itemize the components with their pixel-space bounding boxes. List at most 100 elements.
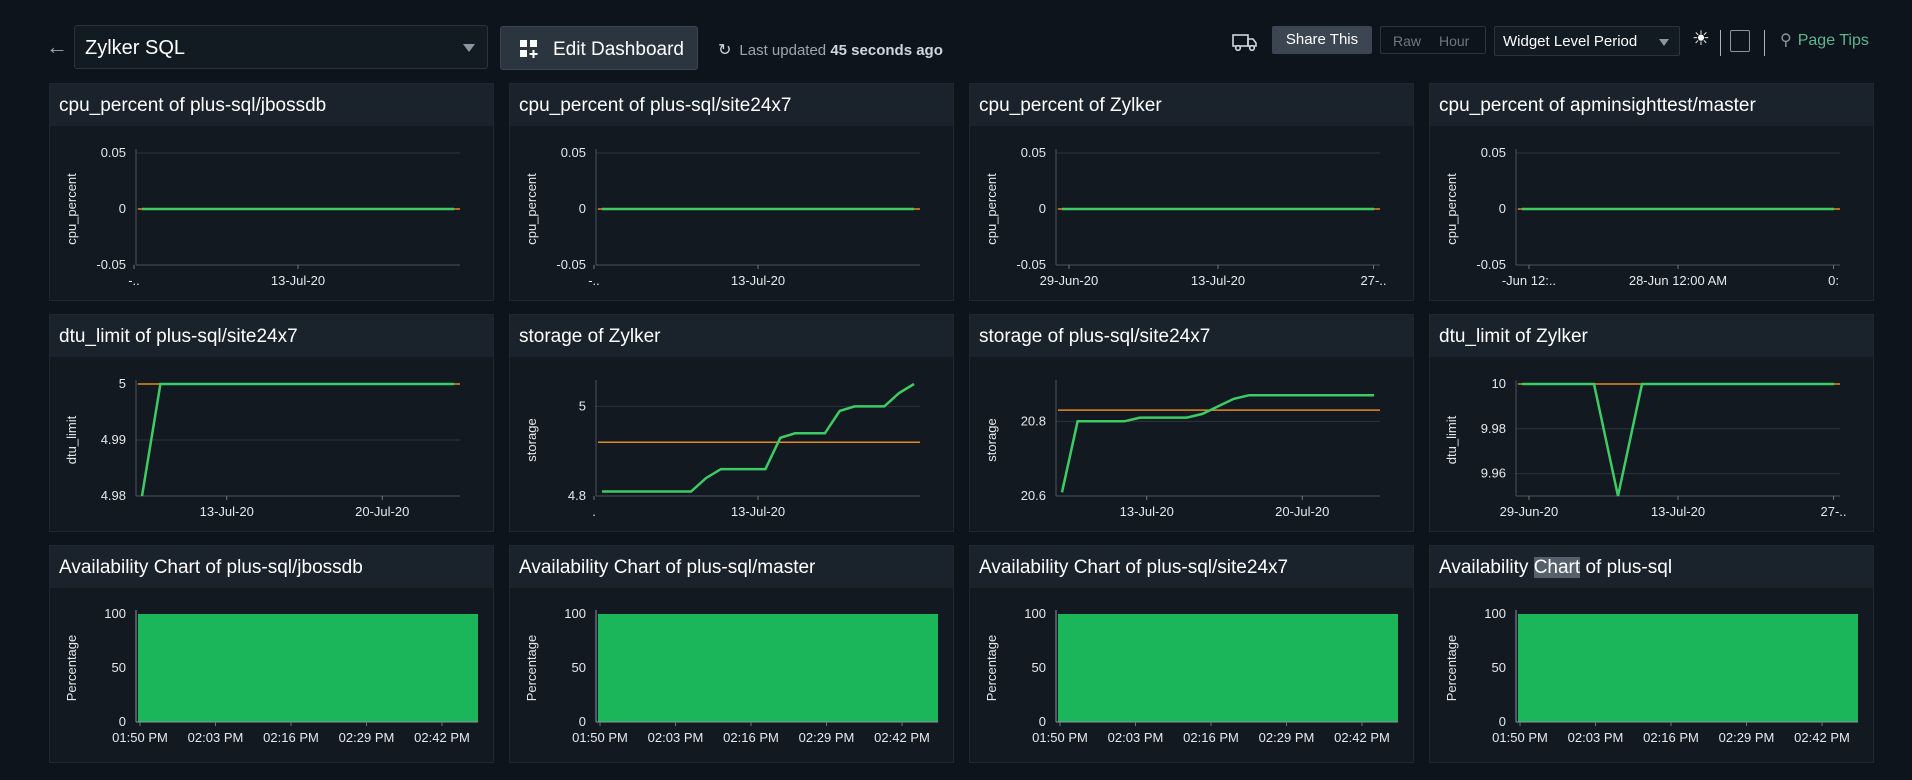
widget-card[interactable]: dtu_limit of Zylker dtu_limit 10 9.98 9.96 29… [1429,314,1874,532]
chevron-down-icon [1659,39,1669,46]
x-tick-label: 13-Jul-20 [271,273,325,288]
y-tick-label: 4.8 [568,488,586,503]
home-icon[interactable] [1730,30,1750,52]
x-tick-label: 0: [1828,273,1839,288]
x-tick-label: 02:29 PM [799,730,855,745]
top-bar: ← Zylker SQL Edit Dashboard ↻ Last update… [0,0,1912,80]
y-axis-label: storage [984,418,999,461]
widget-card[interactable]: storage of Zylker storage 5 4.8. 13-Jul-20 [509,314,954,532]
y-tick-label: 4.99 [101,432,126,447]
availability-area [598,614,938,722]
widget-card[interactable]: dtu_limit of plus-sql/site24x7 dtu_limit 5… [49,314,494,532]
x-tick-label: 02:42 PM [874,730,930,745]
x-tick-label: 02:16 PM [1643,730,1699,745]
y-tick-label: 0 [579,714,586,729]
y-tick-label: 0 [1039,201,1046,216]
y-tick-label: 0.05 [1481,145,1506,160]
widget-chart: Percentage 100 50 001:50 PM 02:03 PM 02:16 PM… [1444,606,1858,745]
widget-card[interactable]: cpu_percent of plus-sql/jbossdb cpu_perce… [49,83,494,301]
page-tips-link[interactable]: ⚲ Page Tips [1780,30,1869,50]
y-tick-label: 50 [572,660,586,675]
x-tick-label: 13-Jul-20 [1191,273,1245,288]
period-select[interactable]: Widget Level Period [1494,26,1680,56]
hour-option[interactable]: Hour [1439,33,1470,49]
widget-title: cpu_percent of apminsighttest/master [1430,84,1873,126]
widget-card[interactable]: Availability Chart of plus-sql/site24x7 P… [969,545,1414,763]
widget-title: Availability Chart of plus-sql [1430,546,1873,588]
refresh-icon[interactable]: ↻ [718,42,732,59]
widget-card[interactable]: Availability Chart of plus-sql/master Per… [509,545,954,763]
x-tick-label: 13-Jul-20 [200,504,254,519]
x-tick-label: 01:50 PM [572,730,628,745]
widget-chart: cpu_percent 0.05 0 -0.05-Jun 12:.. 28-Jun 12… [1444,145,1840,288]
x-tick-label: 13-Jul-20 [1651,504,1705,519]
chevron-down-icon [463,44,475,52]
raw-option[interactable]: Raw [1393,33,1422,49]
widget-chart: Percentage 100 50 001:50 PM 02:03 PM 02:16 PM… [524,606,938,745]
widget-card[interactable]: cpu_percent of plus-sql/site24x7 cpu_perc… [509,83,954,301]
sun-icon[interactable]: ☀ [1692,28,1710,50]
widget-chart: cpu_percent 0.05 0 -0.05-.. 13-Jul-20 [64,145,460,288]
y-tick-label: 100 [564,606,586,621]
y-tick-label: 0 [1499,201,1506,216]
widget-title: Availability Chart of plus-sql/master [510,546,953,588]
widget-chart: dtu_limit 5 4.99 4.98 13-Jul-20 20-Jul-20 [64,376,460,519]
x-tick-label: 01:50 PM [1492,730,1548,745]
y-tick-label: 0 [579,201,586,216]
y-tick-label: 9.98 [1481,421,1506,436]
y-tick-label: -0.05 [556,257,586,272]
x-tick-label: -.. [588,273,600,288]
y-tick-label: 0.05 [561,145,586,160]
y-tick-label: 5 [579,398,586,413]
edit-dashboard-button[interactable]: Edit Dashboard [500,26,698,70]
x-tick-label: 02:29 PM [339,730,395,745]
widget-card[interactable]: Availability Chart of plus-sql/jbossdb Pe… [49,545,494,763]
dashboard-add-icon [520,40,538,58]
x-tick-label: 13-Jul-20 [731,273,785,288]
widget-title: Availability Chart of plus-sql/jbossdb [50,546,493,588]
x-tick-label: 02:03 PM [1108,730,1164,745]
x-tick-label: 02:03 PM [1568,730,1624,745]
y-tick-label: 100 [1024,606,1046,621]
y-axis-label: cpu_percent [64,173,79,245]
x-tick-label: 13-Jul-20 [1120,504,1174,519]
y-axis-label: dtu_limit [64,415,79,464]
x-tick-label: 13-Jul-20 [731,504,785,519]
x-tick-label: 27-.. [1821,504,1847,519]
y-tick-label: 20.6 [1021,488,1046,503]
availability-area [1518,614,1858,722]
y-tick-label: -0.05 [96,257,126,272]
x-tick-label: -Jun 12:.. [1502,273,1556,288]
widget-title: cpu_percent of plus-sql/site24x7 [510,84,953,126]
widget-card[interactable]: cpu_percent of Zylker cpu_percent 0.05 0 -0.… [969,83,1414,301]
availability-area [1058,614,1398,722]
widget-chart: Percentage 100 50 001:50 PM 02:03 PM 02:16 PM… [64,606,478,745]
x-tick-label: 02:42 PM [1794,730,1850,745]
truck-icon[interactable] [1232,32,1258,52]
share-this-button[interactable]: Share This [1272,26,1372,54]
x-tick-label: 01:50 PM [112,730,168,745]
edit-dashboard-label: Edit Dashboard [553,39,684,60]
x-tick-label: 27-.. [1361,273,1387,288]
arrow-left-icon[interactable]: ← [46,34,68,59]
x-tick-label: 02:16 PM [263,730,319,745]
y-tick-label: 4.98 [101,488,126,503]
x-tick-label: 02:16 PM [723,730,779,745]
widget-card[interactable]: Availability Chart of plus-sql Percentage… [1429,545,1874,763]
y-tick-label: 50 [1032,660,1046,675]
y-axis-label: Percentage [64,635,79,702]
widget-card[interactable]: storage of plus-sql/site24x7 storage 20.8 2… [969,314,1414,532]
y-tick-label: 20.8 [1021,413,1046,428]
y-tick-label: 100 [1484,606,1506,621]
divider [1764,30,1765,56]
updated-value: 45 seconds ago [830,42,943,59]
widget-card[interactable]: cpu_percent of apminsighttest/master cpu_… [1429,83,1874,301]
y-tick-label: 0 [119,714,126,729]
y-tick-label: 10 [1492,376,1506,391]
x-tick-label: 01:50 PM [1032,730,1088,745]
dashboard-select[interactable]: Zylker SQL [74,25,488,69]
widget-chart: Percentage 100 50 001:50 PM 02:03 PM 02:16 PM… [984,606,1398,745]
x-tick-label: 02:03 PM [188,730,244,745]
x-tick-label: . [592,504,596,519]
raw-hour-toggle: Raw Hour [1380,26,1486,54]
